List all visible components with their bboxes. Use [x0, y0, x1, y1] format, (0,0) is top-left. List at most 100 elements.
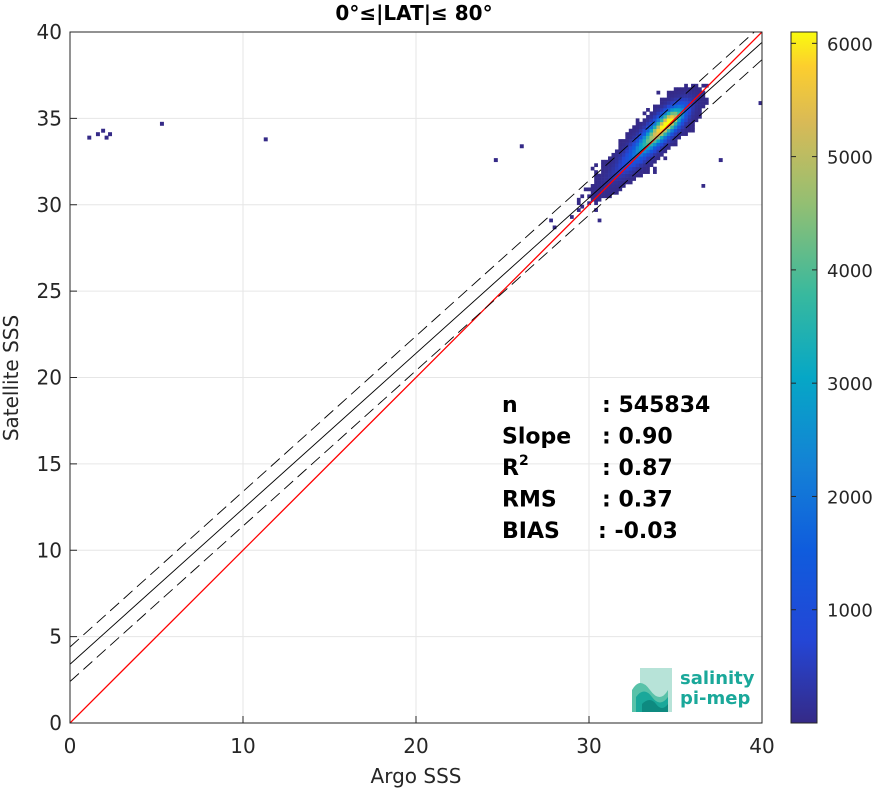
- density-cell: [632, 163, 637, 168]
- density-cell: [649, 139, 654, 143]
- density-cell: [701, 184, 706, 188]
- stat-value: : 545834: [602, 393, 710, 418]
- density-cell: [656, 111, 661, 116]
- density-cell: [684, 121, 688, 126]
- density-cell: [666, 146, 671, 150]
- density-cell: [597, 194, 602, 199]
- x-tick-label: 30: [576, 734, 601, 758]
- density-cell: [618, 146, 623, 150]
- density-cell: [684, 101, 688, 105]
- density-cell: [704, 101, 709, 105]
- density-cell: [614, 177, 619, 181]
- density-cell: [597, 180, 602, 185]
- density-cell: [608, 156, 612, 161]
- density-cell: [649, 159, 654, 164]
- density-cell: [694, 87, 699, 92]
- stat-label: Slope: [502, 425, 571, 450]
- y-tick-label: 10: [37, 538, 62, 562]
- density-cell: [635, 121, 640, 126]
- density-cell: [684, 132, 688, 136]
- density-cell: [597, 177, 602, 181]
- density-cell: [659, 146, 664, 150]
- density-cell: [687, 97, 692, 102]
- density-cell: [594, 190, 598, 195]
- density-cell: [625, 142, 630, 147]
- density-cell: [691, 114, 695, 119]
- density-cell: [659, 101, 664, 105]
- stat-label: BIAS: [502, 519, 560, 544]
- density-cell: [666, 139, 671, 143]
- density-cell: [639, 159, 643, 164]
- density-cell: [663, 142, 668, 147]
- density-cell: [635, 152, 640, 157]
- density-cell: [670, 128, 675, 133]
- density-cell: [653, 142, 657, 147]
- density-cell: [597, 187, 602, 192]
- density-cell: [576, 197, 581, 202]
- density-cell: [642, 111, 647, 116]
- density-cell: [653, 114, 657, 119]
- x-tick-label: 40: [749, 734, 774, 758]
- density-cell: [604, 177, 609, 181]
- density-cell: [646, 121, 650, 126]
- density-cell: [673, 128, 678, 133]
- density-cell: [653, 132, 657, 136]
- density-cell: [697, 101, 702, 105]
- density-cell: [680, 108, 685, 112]
- density-cell: [628, 159, 633, 164]
- density-cell: [618, 180, 623, 185]
- stat-label: R: [502, 456, 519, 481]
- density-cell: [594, 208, 598, 212]
- density-cell: [656, 132, 661, 136]
- density-cell: [590, 190, 595, 195]
- stat-value: : 0.87: [602, 456, 673, 481]
- density-cell: [663, 125, 668, 130]
- density-cell: [642, 156, 647, 161]
- density-cell: [649, 132, 654, 136]
- density-cell: [653, 108, 657, 112]
- density-cell: [659, 118, 664, 123]
- density-cell: [594, 177, 598, 181]
- density-cell: [639, 163, 643, 168]
- density-cell: [653, 121, 657, 126]
- density-cell: [635, 142, 640, 147]
- y-tick-label: 15: [37, 452, 62, 476]
- density-cell: [642, 159, 647, 164]
- density-cell: [618, 159, 623, 164]
- density-cell: [649, 114, 654, 119]
- x-axis-ticks: 0 10 20 30 40: [64, 716, 775, 758]
- density-cell: [684, 108, 688, 112]
- density-cell: [704, 97, 709, 102]
- density-cell: [691, 97, 695, 102]
- density-cell: [694, 104, 699, 109]
- density-cell: [621, 177, 626, 181]
- density-cell: [618, 170, 623, 174]
- density-cell: [621, 159, 626, 164]
- density-cell: [635, 166, 640, 171]
- density-cell: [670, 108, 675, 112]
- density-cell: [642, 149, 647, 154]
- density-cell: [653, 149, 657, 154]
- density-cell: [666, 121, 671, 126]
- density-cell: [673, 111, 678, 116]
- density-cell: [601, 184, 605, 188]
- density-cell: [656, 108, 661, 112]
- density-cell: [639, 146, 643, 150]
- density-cell: [618, 156, 623, 161]
- density-cell: [594, 170, 598, 174]
- density-cell: [663, 139, 668, 143]
- density-cell: [656, 90, 661, 95]
- density-cell: [625, 146, 630, 150]
- density-cell: [666, 101, 671, 105]
- density-cell: [639, 173, 643, 178]
- density-cell: [632, 128, 637, 133]
- outlier-cell: [101, 128, 106, 133]
- density-cell: [618, 177, 623, 181]
- density-cell: [684, 90, 688, 95]
- outlier-cell: [519, 144, 524, 149]
- density-cell: [642, 121, 647, 126]
- density-cell: [628, 149, 633, 154]
- density-cell: [673, 94, 678, 98]
- density-cell: [687, 104, 692, 109]
- density-cell: [632, 149, 637, 154]
